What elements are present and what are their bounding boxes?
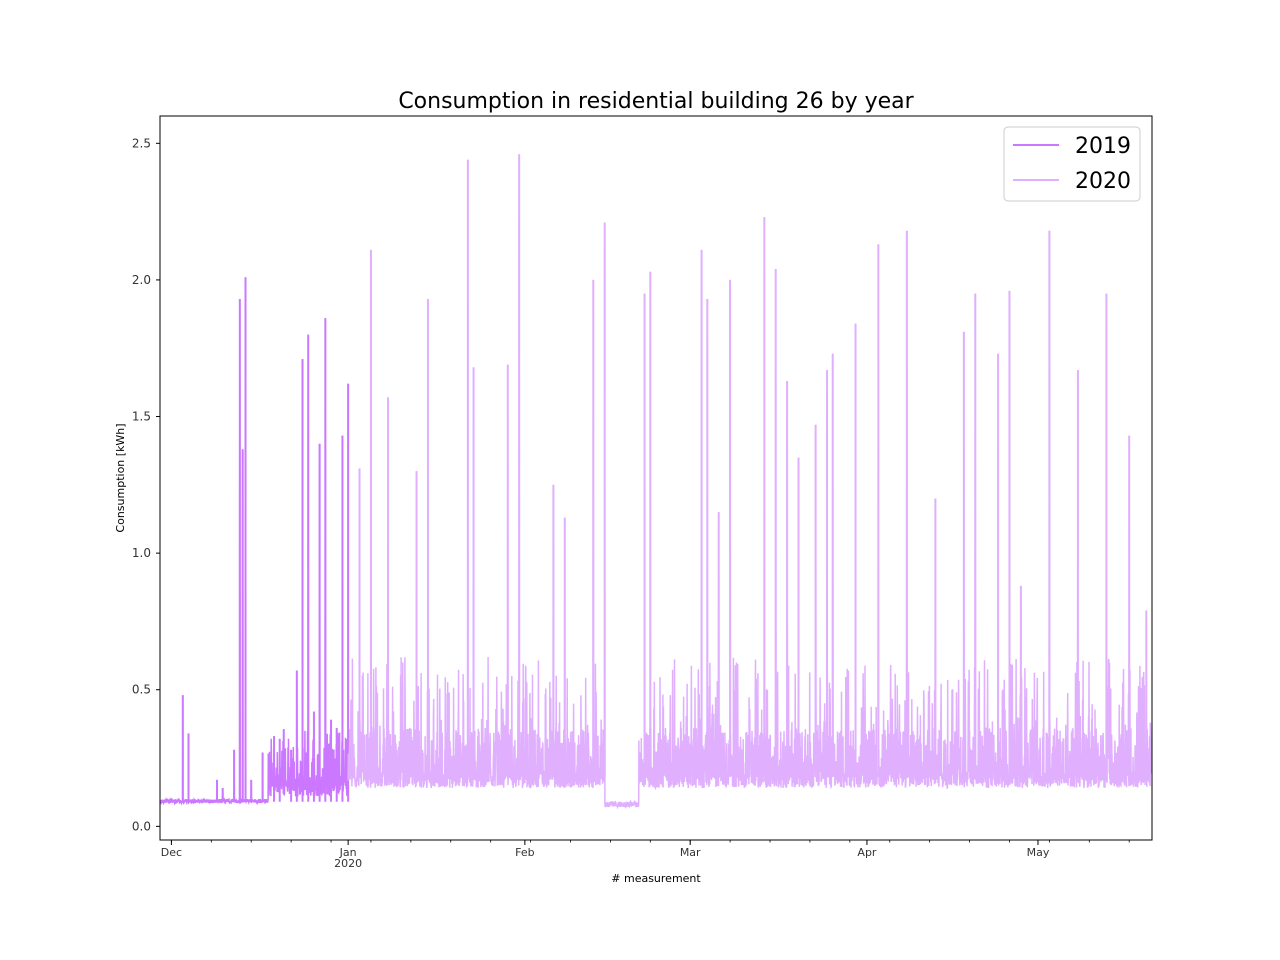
series-line-2020 bbox=[347, 154, 1153, 810]
y-tick-label: 0.5 bbox=[132, 683, 151, 697]
x-tick-sublabel: 2020 bbox=[334, 857, 362, 870]
series-layer bbox=[159, 154, 1153, 810]
legend-label-2019: 2019 bbox=[1075, 134, 1131, 159]
x-tick-label: Jan bbox=[339, 846, 357, 859]
x-tick-label: Mar bbox=[680, 846, 701, 859]
y-axis: 0.0 0.5 1.0 1.5 2.0 2.5 bbox=[132, 136, 160, 833]
legend-label-2020: 2020 bbox=[1075, 169, 1131, 194]
y-tick-label: 2.5 bbox=[132, 136, 151, 150]
x-tick-label: Feb bbox=[515, 846, 534, 859]
axes-frame bbox=[159, 115, 1153, 841]
series-line-2019 bbox=[159, 277, 349, 806]
y-tick-label: 1.0 bbox=[132, 546, 151, 560]
y-axis-label: Consumption [kWh] bbox=[114, 423, 127, 532]
chart-title: Consumption in residential building 26 b… bbox=[398, 89, 914, 114]
y-tick-label: 0.0 bbox=[132, 819, 151, 833]
x-axis-label: # measurement bbox=[611, 872, 701, 885]
x-tick-label: Dec bbox=[161, 846, 182, 859]
x-tick-label: Apr bbox=[857, 846, 877, 859]
legend: 2019 2020 bbox=[1003, 126, 1141, 202]
x-tick-label: May bbox=[1027, 846, 1050, 859]
y-tick-label: 1.5 bbox=[132, 410, 151, 424]
y-tick-label: 2.0 bbox=[132, 273, 151, 287]
